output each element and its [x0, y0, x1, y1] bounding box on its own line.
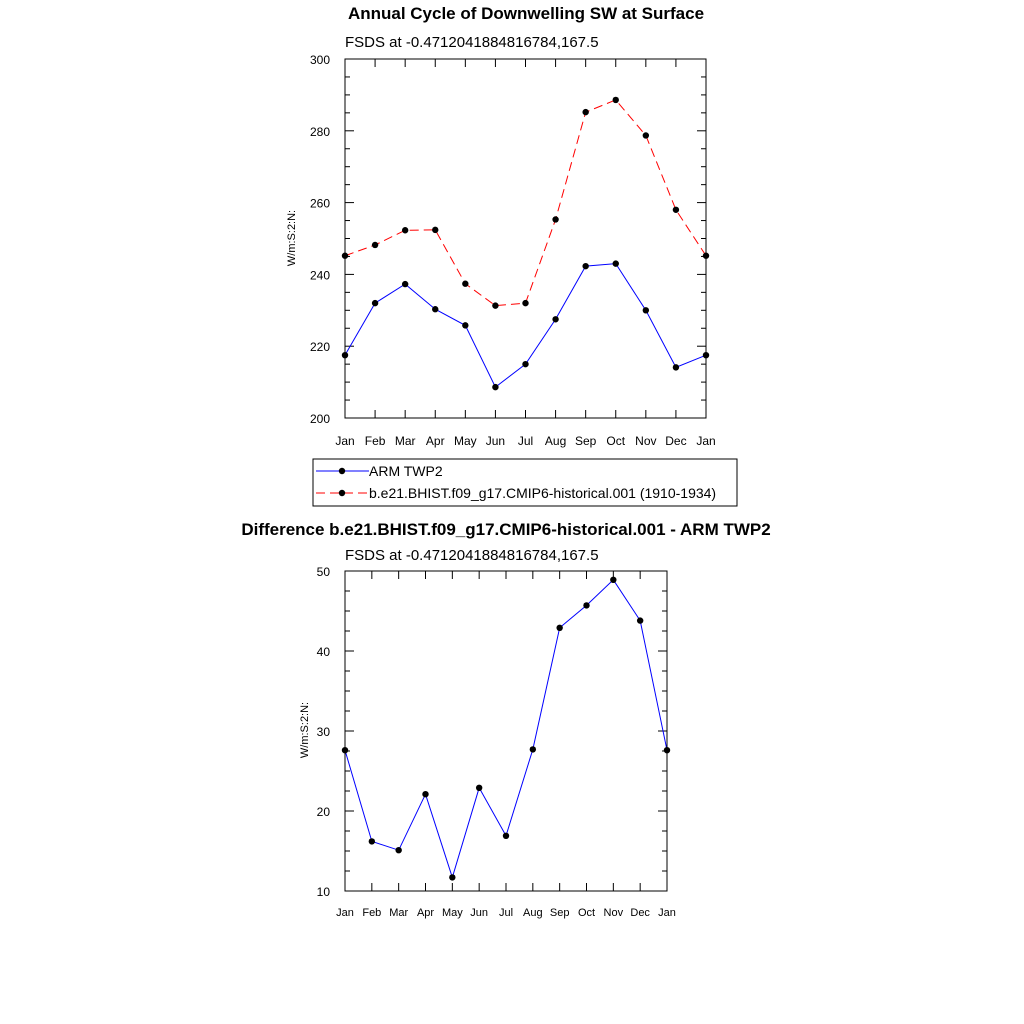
x-tick-label: Mar	[395, 434, 416, 448]
y-tick-label: 30	[317, 725, 331, 739]
x-tick-label: Jan	[696, 434, 715, 448]
data-point	[371, 241, 379, 249]
annual-cycle-chart: Annual Cycle of Downwelling SW at Surfac…	[286, 4, 716, 448]
data-point	[612, 96, 619, 104]
x-tick-label: Aug	[545, 434, 566, 448]
data-point	[529, 746, 537, 753]
y-axis-label: W/m:S:2:N:	[286, 210, 298, 266]
data-point	[582, 108, 589, 116]
data-point	[449, 874, 456, 881]
x-tick-label: Feb	[365, 434, 386, 448]
data-point	[612, 260, 619, 267]
x-tick-label: Jun	[470, 907, 488, 919]
data-point	[642, 132, 650, 139]
y-tick-label: 300	[310, 53, 330, 67]
legend-marker-model	[338, 489, 346, 497]
series-line-0	[344, 263, 707, 388]
data-point	[475, 784, 483, 791]
y-tick-label: 240	[310, 268, 330, 282]
y-tick-label: 10	[317, 885, 331, 899]
data-point	[610, 576, 617, 583]
data-point	[552, 216, 559, 223]
legend-marker-arm	[338, 467, 346, 475]
data-point	[556, 624, 563, 631]
data-point	[371, 299, 379, 307]
chart-subtitle: FSDS at -0.4712041884816784,167.5	[345, 547, 599, 564]
chart-title: Difference b.e21.BHIST.f09_g17.CMIP6-his…	[241, 520, 770, 539]
x-tick-label: Dec	[630, 907, 650, 919]
data-point	[432, 306, 439, 313]
legend-label-arm: ARM TWP2	[369, 463, 443, 479]
chart-title: Annual Cycle of Downwelling SW at Surfac…	[348, 4, 704, 23]
y-tick-label: 200	[310, 412, 330, 426]
x-tick-label: Oct	[578, 907, 595, 919]
data-point	[368, 838, 376, 845]
legend: ARM TWP2 b.e21.BHIST.f09_g17.CMIP6-histo…	[312, 458, 738, 507]
x-tick-label: Sep	[575, 434, 597, 448]
x-tick-label: Jan	[335, 434, 354, 448]
legend-box	[312, 458, 738, 507]
y-tick-label: 260	[310, 197, 330, 211]
data-point	[401, 227, 409, 234]
data-point	[642, 307, 650, 314]
data-point	[583, 602, 590, 609]
x-tick-label: Sep	[550, 907, 570, 919]
x-tick-label: Mar	[389, 907, 408, 919]
x-tick-label: Jul	[518, 434, 533, 448]
x-tick-label: Oct	[606, 434, 625, 448]
difference-chart: Difference b.e21.BHIST.f09_g17.CMIP6-his…	[241, 520, 770, 919]
data-point	[522, 299, 529, 307]
x-tick-label: Jul	[499, 907, 513, 919]
legend-label-model: b.e21.BHIST.f09_g17.CMIP6-historical.001…	[369, 485, 716, 501]
plot-frame	[344, 58, 707, 419]
y-tick-label: 20	[317, 805, 331, 819]
x-tick-label: Dec	[665, 434, 686, 448]
x-tick-label: Apr	[426, 434, 445, 448]
x-tick-label: Aug	[523, 907, 543, 919]
x-tick-label: Nov	[635, 434, 656, 448]
data-point	[502, 832, 510, 839]
data-point	[462, 322, 469, 329]
data-point	[422, 791, 429, 798]
x-tick-label: May	[454, 434, 477, 448]
y-tick-label: 220	[310, 340, 330, 354]
x-tick-label: Nov	[604, 907, 624, 919]
y-axis-label: W/m:S:2:N:	[299, 702, 311, 758]
series-line-1	[344, 99, 707, 307]
chart-subtitle: FSDS at -0.4712041884816784,167.5	[345, 34, 599, 51]
x-tick-label: Feb	[362, 907, 381, 919]
plot-frame	[344, 570, 668, 892]
x-tick-label: Jun	[486, 434, 505, 448]
data-point	[492, 383, 499, 391]
data-point	[582, 262, 589, 270]
data-point	[522, 360, 529, 368]
x-tick-label: May	[442, 907, 463, 919]
y-tick-label: 280	[310, 125, 330, 139]
y-tick-label: 40	[317, 645, 331, 659]
data-point	[672, 206, 680, 213]
data-point	[401, 280, 409, 288]
data-point	[432, 226, 439, 234]
data-point	[492, 302, 499, 309]
y-tick-label: 50	[317, 565, 331, 579]
data-point	[395, 847, 402, 854]
x-tick-label: Jan	[336, 907, 354, 919]
data-point	[462, 280, 469, 287]
x-tick-label: Jan	[658, 907, 676, 919]
x-tick-label: Apr	[417, 907, 434, 919]
data-point	[672, 364, 680, 371]
data-point	[636, 617, 644, 624]
data-point	[552, 316, 559, 323]
